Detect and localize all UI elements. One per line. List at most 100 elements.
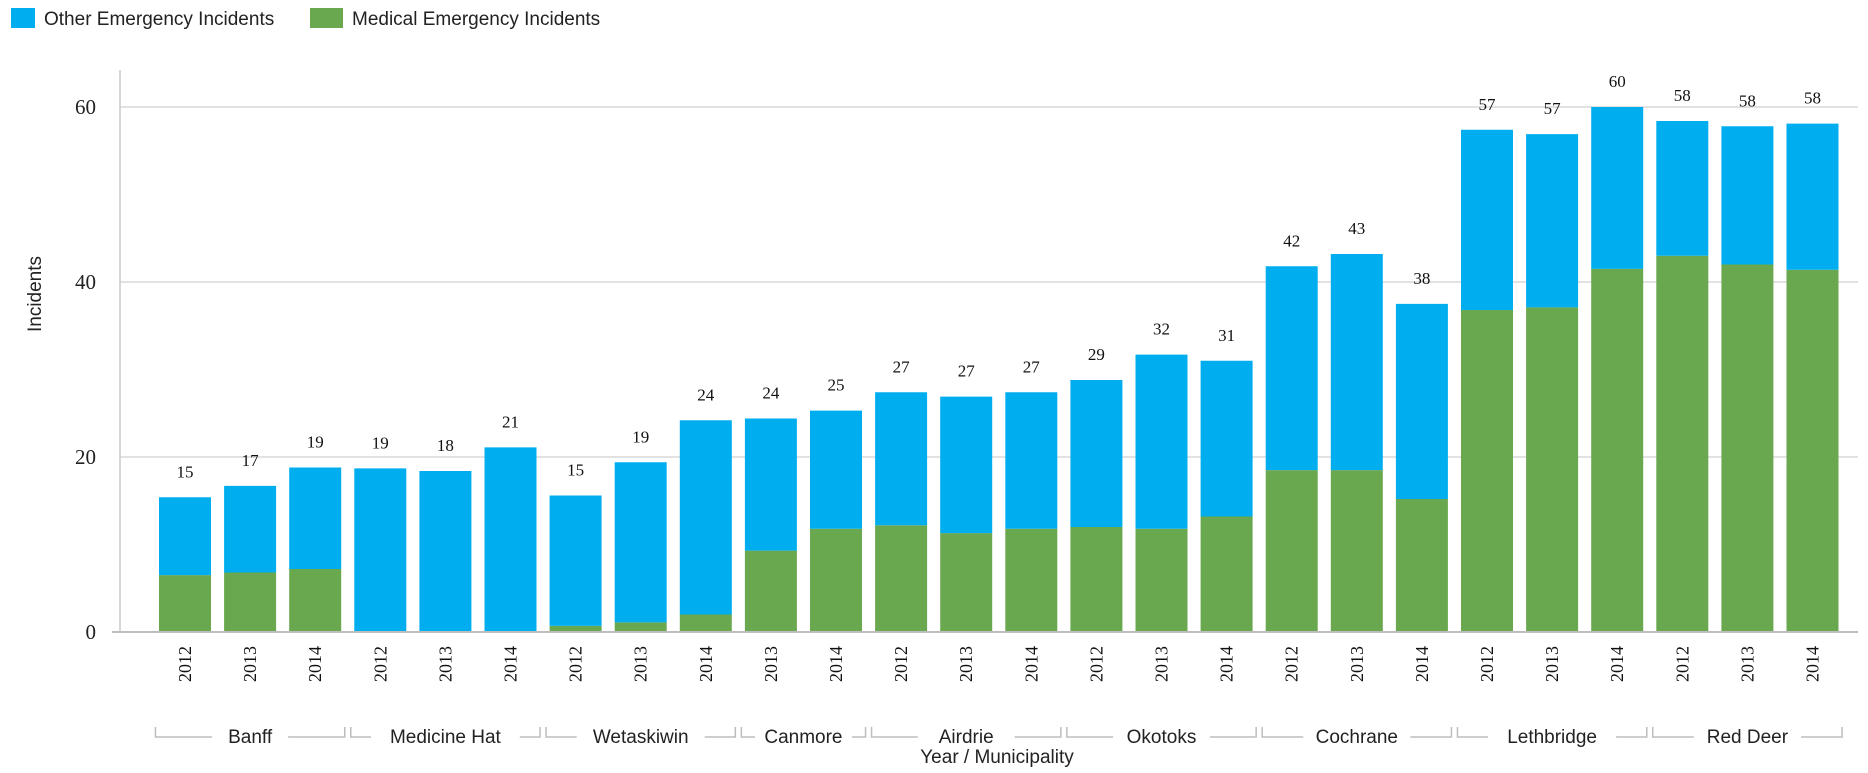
- bar-medical: [744, 550, 797, 632]
- group-bracket-right: [704, 727, 737, 738]
- group-bracket-right: [519, 727, 541, 738]
- axes: [112, 70, 1858, 633]
- total-label: 29: [1088, 345, 1105, 364]
- y-tick-label: 40: [75, 270, 96, 294]
- total-label: 18: [437, 436, 454, 455]
- bar-other: [744, 418, 797, 551]
- total-label: 60: [1609, 72, 1626, 91]
- bar-other: [1721, 126, 1774, 265]
- total-label: 19: [632, 427, 649, 446]
- x-year-label: 2013: [956, 646, 976, 682]
- group-bracket-right: [1014, 727, 1062, 738]
- bar-other: [679, 420, 732, 615]
- total-label: 21: [502, 412, 519, 431]
- total-label: 32: [1153, 320, 1170, 339]
- x-year-label: 2012: [1282, 646, 1302, 682]
- group-bracket-right: [1801, 727, 1843, 738]
- x-year-label: 2012: [1672, 646, 1692, 682]
- x-year-label: 2014: [1217, 646, 1237, 682]
- x-year-label: 2013: [1152, 646, 1172, 682]
- bar-other: [419, 471, 472, 632]
- bar-medical: [1656, 255, 1709, 632]
- legend-item-medical[interactable]: Medical Emergency Incidents: [310, 8, 600, 30]
- bar-other: [484, 447, 537, 632]
- legend-swatch-medical: [310, 8, 343, 28]
- legend: Other Emergency Incidents Medical Emerge…: [11, 8, 600, 30]
- x-year-label: 2012: [566, 646, 586, 682]
- municipality-label: Banff: [228, 727, 273, 748]
- bar-other: [1200, 360, 1253, 517]
- legend-label-other: Other Emergency Incidents: [44, 9, 274, 30]
- total-label: 57: [1479, 95, 1497, 114]
- bar-other: [1461, 129, 1513, 310]
- x-year-label: 2012: [175, 646, 195, 682]
- bar-medical: [1330, 470, 1383, 632]
- municipality-label: Cochrane: [1316, 727, 1398, 748]
- bar-other: [810, 410, 862, 529]
- total-label: 58: [1674, 86, 1691, 105]
- total-label: 58: [1804, 89, 1821, 108]
- municipality-label: Airdrie: [939, 727, 994, 748]
- group-bracket-left: [870, 727, 918, 738]
- bar-medical: [549, 625, 602, 632]
- total-label: 25: [828, 376, 845, 395]
- y-axis-ticks: 0 20 40 60: [75, 95, 96, 644]
- x-year-label: 2013: [435, 646, 455, 682]
- group-bracket-right: [288, 727, 346, 738]
- municipality-label: Wetaskiwin: [593, 727, 689, 748]
- total-label: 15: [177, 462, 194, 481]
- bar-medical: [1721, 264, 1774, 632]
- municipality-label: Medicine Hat: [390, 727, 502, 748]
- bars: [159, 107, 1839, 632]
- x-year-label: 2014: [305, 646, 325, 682]
- bar-other: [1591, 107, 1644, 269]
- legend-item-other[interactable]: Other Emergency Incidents: [11, 8, 274, 30]
- total-label: 38: [1413, 269, 1430, 288]
- municipality-label: Red Deer: [1707, 727, 1789, 748]
- bar-medical: [940, 533, 993, 632]
- x-year-label: 2012: [891, 646, 911, 682]
- municipality-label: Canmore: [764, 727, 842, 748]
- y-tick-label: 20: [75, 445, 96, 469]
- x-year-label: 2014: [1607, 646, 1627, 682]
- x-year-label: 2012: [1477, 646, 1497, 682]
- bar-other: [1656, 121, 1709, 256]
- group-bracket-left: [350, 727, 371, 738]
- x-year-label: 2014: [826, 646, 846, 682]
- total-label: 43: [1348, 219, 1365, 238]
- bar-medical: [679, 614, 732, 632]
- municipality-groups: Banff Medicine Hat Wetaskiwin Canmore Airdri…: [154, 727, 1843, 748]
- bar-other: [1070, 380, 1123, 527]
- group-bracket-left: [1066, 727, 1114, 738]
- bar-medical: [1200, 516, 1253, 632]
- legend-label-medical: Medical Emergency Incidents: [352, 9, 600, 30]
- bar-medical: [1786, 269, 1839, 632]
- bar-medical: [1526, 307, 1579, 632]
- x-year-label: 2013: [1737, 646, 1757, 682]
- total-label: 27: [1023, 357, 1041, 376]
- group-bracket-left: [154, 727, 213, 738]
- total-label: 17: [242, 451, 260, 470]
- x-year-label: 2012: [370, 646, 390, 682]
- bar-medical: [614, 622, 667, 632]
- bar-medical: [1265, 470, 1318, 632]
- total-label: 24: [762, 384, 780, 403]
- group-bracket-right: [851, 727, 867, 738]
- group-bracket-left: [1456, 727, 1489, 738]
- bar-other: [614, 462, 667, 623]
- total-label: 24: [697, 385, 715, 404]
- bar-medical: [1591, 268, 1644, 632]
- bar-other: [1786, 123, 1839, 270]
- bar-other: [1330, 254, 1383, 471]
- total-label: 27: [893, 357, 911, 376]
- bar-medical: [875, 525, 928, 632]
- bar-other: [1005, 392, 1058, 529]
- group-bracket-right: [1209, 727, 1257, 738]
- x-year-label: 2014: [1803, 646, 1823, 682]
- x-year-label: 2014: [1021, 646, 1041, 682]
- bar-medical: [1395, 499, 1448, 632]
- municipality-label: Lethbridge: [1507, 727, 1597, 748]
- total-label: 15: [567, 461, 584, 480]
- y-tick-label: 0: [86, 620, 97, 644]
